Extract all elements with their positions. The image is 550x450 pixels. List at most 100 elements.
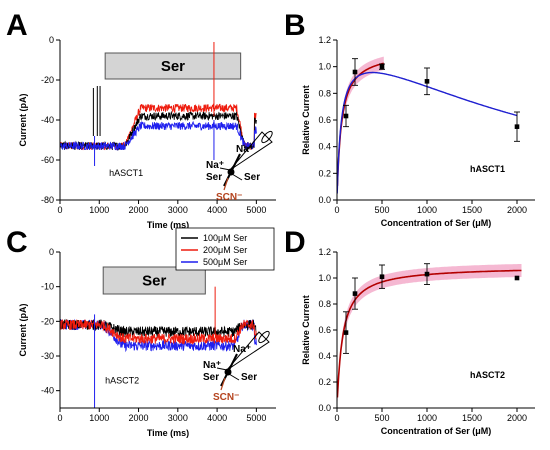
x-tick-label: 2000 <box>507 205 527 215</box>
x-tick-label: 0 <box>57 205 62 215</box>
y-tick-label: 0.0 <box>318 195 331 205</box>
y-tick-label: -60 <box>41 155 54 165</box>
data-point <box>352 69 358 75</box>
x-tick-label: 4000 <box>207 413 227 423</box>
x-axis-label: Time (ms) <box>147 220 189 230</box>
legend: 100μM Ser 200μM Ser 500μM Ser <box>175 227 275 271</box>
y-tick-label: 0.6 <box>318 115 331 125</box>
pipette-opening-icon <box>261 130 273 144</box>
data-points <box>343 263 520 354</box>
cell-annotation: hASCT1 <box>470 164 505 174</box>
diagram-ser-left-label: Ser <box>206 172 222 183</box>
x-tick-label: 2000 <box>507 413 527 423</box>
data-point <box>379 64 385 69</box>
diagram-ser-right-label: Ser <box>241 372 257 383</box>
x-tick-label: 3000 <box>168 413 188 423</box>
cell-annotation: hASCT1 <box>109 168 143 178</box>
trace-group <box>59 286 257 408</box>
y-tick-label: 1.0 <box>318 273 331 283</box>
x-axis-label: Time (ms) <box>147 428 189 438</box>
diagram-ser-right-label: Ser <box>244 172 260 183</box>
y-tick-label: 1.2 <box>318 247 331 257</box>
legend-label: 100μM Ser <box>203 233 247 243</box>
x-tick-label: 500 <box>374 413 389 423</box>
panel-d-dose-response: 0 500 1000 1500 2000 0.0 0.2 0.4 0.6 0.8 1.0 1.2 Re… <box>301 247 535 436</box>
data-point <box>424 79 430 84</box>
axes: 0 1000 2000 3000 4000 5000 0 -20 -40 -60 -80 <box>41 35 276 215</box>
x-tick-label: 3000 <box>168 205 188 215</box>
x-tick-label: 5000 <box>246 413 266 423</box>
data-point <box>379 274 385 279</box>
trace-500um <box>59 318 257 353</box>
x-tick-label: 0 <box>57 413 62 423</box>
diagram-scn-label: SCN⁻ <box>216 192 242 203</box>
diagram-na-top-label: Na⁺ <box>233 344 251 355</box>
stimulus-label: Ser <box>142 273 166 290</box>
x-tick-label: 4000 <box>207 205 227 215</box>
arrow-icon <box>219 167 231 171</box>
diagram-na-left-label: Na⁺ <box>206 160 224 171</box>
data-points <box>343 58 520 142</box>
axes: 0 500 1000 1500 2000 0.0 0.2 0.4 0.6 0.8 1.0 1.2 <box>318 35 535 215</box>
x-axis-label: Concentration of Ser (μM) <box>381 426 492 436</box>
x-axis-label: Concentration of Ser (μM) <box>381 218 492 228</box>
panel-label-d: D <box>284 226 306 259</box>
data-point <box>343 330 349 335</box>
y-axis-label: Relative Current <box>301 85 311 155</box>
y-tick-label: 0.6 <box>318 325 331 335</box>
trace-200um <box>59 103 257 151</box>
arrow-icon <box>216 367 228 371</box>
x-tick-label: 1000 <box>89 413 109 423</box>
y-tick-label: -40 <box>41 115 54 125</box>
y-tick-label: 0.8 <box>318 88 331 98</box>
stimulus-label: Ser <box>161 58 185 75</box>
trace-200um <box>59 318 257 346</box>
cell-annotation: hASCT2 <box>470 370 505 380</box>
x-tick-label: 0 <box>334 205 339 215</box>
scn-arrow-icon <box>223 177 229 191</box>
x-tick-label: 1000 <box>417 205 437 215</box>
arrow-icon <box>228 373 240 381</box>
axes: 0 1000 2000 3000 4000 5000 0 -10 -20 -30 -40 <box>41 247 276 423</box>
y-tick-label: -10 <box>41 282 54 292</box>
legend-box <box>175 227 275 271</box>
x-tick-label: 1500 <box>462 205 482 215</box>
y-tick-label: -30 <box>41 351 54 361</box>
panel-label-b: B <box>284 9 306 42</box>
x-tick-label: 1000 <box>89 205 109 215</box>
trace-100um <box>59 110 257 151</box>
y-axis-label: Current (pA) <box>18 94 28 147</box>
pipette-icon <box>226 331 270 371</box>
x-tick-label: 2000 <box>129 205 149 215</box>
y-tick-label: 0.8 <box>318 299 331 309</box>
y-axis-label: Relative Current <box>301 295 311 365</box>
y-axis-label: Current (pA) <box>18 304 28 357</box>
legend-label: 200μM Ser <box>203 245 247 255</box>
fit-line <box>336 62 385 186</box>
y-tick-label: 0.2 <box>318 168 331 178</box>
panel-label-c: C <box>6 226 28 259</box>
panel-c-trace-chart: Ser 0 1000 2000 3000 4000 5000 0 -10 -20 -30 -40 C… <box>18 227 276 438</box>
y-tick-label: -40 <box>41 386 54 396</box>
x-tick-label: 1000 <box>417 413 437 423</box>
y-tick-label: 1.2 <box>318 35 331 45</box>
pipette-opening-icon <box>258 330 270 344</box>
x-tick-label: 0 <box>334 413 339 423</box>
data-point <box>424 271 430 277</box>
x-tick-label: 2000 <box>129 413 149 423</box>
panel-a-trace-chart: Ser 0 1000 2000 3000 4000 5000 0 -20 -40 -60 -80 C… <box>18 35 276 230</box>
diagram-na-top-label: Na⁺ <box>236 144 254 155</box>
data-point <box>352 291 358 296</box>
stimulus-box <box>102 266 206 295</box>
x-tick-label: 5000 <box>246 205 266 215</box>
y-tick-label: 0 <box>49 247 54 257</box>
y-tick-label: -20 <box>41 316 54 326</box>
confidence-band <box>337 264 522 404</box>
fit-line <box>336 269 522 398</box>
pipette-icon <box>229 131 273 171</box>
y-tick-label: -20 <box>41 75 54 85</box>
trace-group <box>59 42 257 166</box>
